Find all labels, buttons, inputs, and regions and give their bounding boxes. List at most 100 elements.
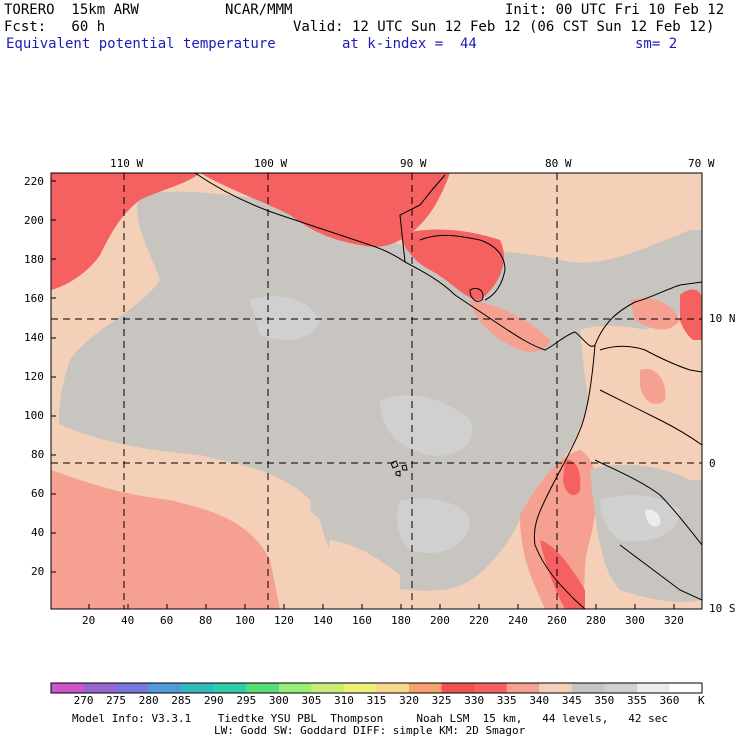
lat-label: 10 S (709, 602, 736, 615)
red-venezuela (680, 289, 702, 342)
y-tick-label: 60 (31, 487, 45, 500)
x-tick-label: 300 (625, 614, 645, 627)
coastlines (194, 173, 702, 609)
lightgray-patch-1 (380, 395, 473, 456)
smoothing-label: sm= 2 (635, 36, 678, 52)
colorbar-tick-label: 305 (301, 694, 322, 707)
model-title: TORERO 15km ARW (4, 2, 139, 18)
x-tick-label: 40 (121, 614, 135, 627)
colorbar-swatch (571, 683, 605, 693)
colorbar-tick-label: 285 (171, 694, 192, 707)
lon-label: 80 W (545, 157, 572, 170)
colorbar-tick-label: 355 (626, 694, 647, 707)
colorbar-swatch (474, 683, 508, 693)
colorbar-tick-label: 300 (268, 694, 289, 707)
colorbar-swatch (148, 683, 182, 693)
red-central-america (400, 229, 504, 300)
salmon-lower-left (51, 470, 280, 609)
x-tick-label: 260 (547, 614, 567, 627)
salmon-costa-rica (470, 300, 550, 352)
y-tick-label: 80 (31, 448, 45, 461)
lon-label: 70 W (688, 157, 715, 170)
salmon-colombia (640, 369, 666, 405)
graticule (51, 173, 702, 609)
colorbar-tick-label: 340 (529, 694, 550, 707)
colorbar-tick-label: 315 (366, 694, 387, 707)
colorbar-tick-label: 320 (399, 694, 419, 707)
lon-label: 110 W (110, 157, 144, 170)
colorbar-swatch (376, 683, 410, 693)
x-tick-label: 240 (508, 614, 528, 627)
lon-label: 100 W (254, 157, 288, 170)
colorbar-swatch (213, 683, 247, 693)
lat-label: 0 (709, 457, 716, 470)
colorbar-swatch (409, 683, 443, 693)
y-tick-label: 20 (31, 565, 45, 578)
physics-info: LW: Godd SW: Goddard DIFF: simple KM: 2D… (214, 724, 526, 737)
salmon-venezuela (630, 298, 680, 330)
x-tick-label: 120 (274, 614, 294, 627)
x-tick-label: 160 (352, 614, 372, 627)
map-frame (50, 172, 703, 610)
red-peru-coast (540, 540, 585, 609)
colorbar-swatch (311, 683, 345, 693)
x-tick-label: 180 (391, 614, 411, 627)
y-tick-label: 40 (31, 526, 45, 539)
colorbar-tick-label: 330 (464, 694, 485, 707)
peach-patch-south (320, 540, 400, 609)
x-tick-label: 100 (235, 614, 255, 627)
model-info: Model Info: V3.3.1 Tiedtke YSU PBL Thomp… (72, 712, 669, 725)
forecast-hour: Fcst: 60 h (4, 19, 106, 35)
colorbar-swatch (343, 683, 377, 693)
colorbar-tick-label: 295 (236, 694, 257, 707)
x-tick-label: 20 (82, 614, 96, 627)
y-tick-label: 140 (24, 331, 44, 344)
y-tick-label: 220 (24, 175, 44, 188)
x-tick-label: 140 (313, 614, 333, 627)
colorbar-swatch (441, 683, 475, 693)
field-name: Equivalent potential temperature (6, 36, 276, 52)
y-tick-label: 120 (24, 370, 44, 383)
x-tick-label: 220 (469, 614, 489, 627)
level-label: at k-index = 44 (342, 36, 477, 52)
colorbar-swatch (636, 683, 670, 693)
lightgray-amazon (600, 494, 680, 542)
colorbar-tick-label: 345 (561, 694, 582, 707)
x-tick-label: 200 (430, 614, 450, 627)
lightgray-patch-2 (397, 498, 470, 554)
colorbar-tick-label: 275 (106, 694, 127, 707)
y-tick-label: 180 (24, 253, 44, 266)
colorbar-swatch (506, 683, 540, 693)
colorbar (50, 682, 703, 694)
valid-time: Valid: 12 UTC Sun 12 Feb 12 (06 CST Sun … (293, 19, 715, 35)
peach-colombia (580, 325, 702, 465)
colorbar-swatch (604, 683, 638, 693)
y-tick-label: 100 (24, 409, 44, 422)
lon-label: 90 W (400, 157, 427, 170)
axis-ticks (51, 180, 675, 609)
colorbar-tick-label: 325 (431, 694, 452, 707)
colorbar-tick-label: 360 (659, 694, 680, 707)
lat-label: 10 N (709, 312, 736, 325)
gray-region (59, 191, 702, 591)
colorbar-tick-label: 280 (138, 694, 159, 707)
colorbar-swatch (246, 683, 280, 693)
colorbar-swatch (181, 683, 215, 693)
colorbar-tick-label: 335 (496, 694, 517, 707)
colorbar-unit: K (698, 694, 705, 707)
colorbar-swatch (83, 683, 117, 693)
colorbar-frame (50, 682, 703, 694)
colorbar-tick-label: 350 (594, 694, 615, 707)
red-mexico-coast (200, 173, 450, 247)
colorbar-tick-label: 270 (73, 694, 94, 707)
x-tick-label: 320 (664, 614, 684, 627)
x-tick-label: 280 (586, 614, 606, 627)
colorbar-swatch (278, 683, 312, 693)
white-amazon (645, 509, 661, 527)
init-time: Init: 00 UTC Fri 10 Feb 12 (505, 2, 725, 18)
theta-e-field (51, 173, 702, 609)
x-tick-label: 60 (160, 614, 174, 627)
x-tick-label: 80 (199, 614, 213, 627)
colorbar-tick-label: 310 (334, 694, 354, 707)
